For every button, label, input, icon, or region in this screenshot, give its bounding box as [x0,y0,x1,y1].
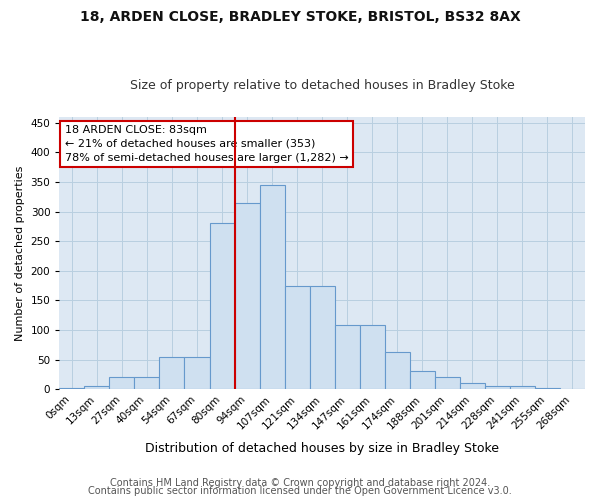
Bar [385,352,410,389]
Bar [410,372,435,389]
Bar [510,386,535,389]
Bar [360,325,385,389]
Bar [160,356,184,389]
Title: Size of property relative to detached houses in Bradley Stoke: Size of property relative to detached ho… [130,79,515,92]
Bar [59,388,85,389]
Bar [134,378,160,389]
Bar [485,386,510,389]
Bar [109,378,134,389]
Text: 18 ARDEN CLOSE: 83sqm
← 21% of detached houses are smaller (353)
78% of semi-det: 18 ARDEN CLOSE: 83sqm ← 21% of detached … [65,125,349,163]
Bar [284,286,310,389]
Bar [85,386,109,389]
Text: Contains public sector information licensed under the Open Government Licence v3: Contains public sector information licen… [88,486,512,496]
Bar [209,224,235,389]
Bar [460,383,485,389]
Bar [335,325,360,389]
Y-axis label: Number of detached properties: Number of detached properties [15,166,25,340]
Bar [260,185,284,389]
Text: Contains HM Land Registry data © Crown copyright and database right 2024.: Contains HM Land Registry data © Crown c… [110,478,490,488]
Bar [184,356,209,389]
Bar [435,378,460,389]
Bar [310,286,335,389]
Bar [535,388,560,389]
Text: 18, ARDEN CLOSE, BRADLEY STOKE, BRISTOL, BS32 8AX: 18, ARDEN CLOSE, BRADLEY STOKE, BRISTOL,… [80,10,520,24]
Bar [235,202,260,389]
X-axis label: Distribution of detached houses by size in Bradley Stoke: Distribution of detached houses by size … [145,442,499,455]
